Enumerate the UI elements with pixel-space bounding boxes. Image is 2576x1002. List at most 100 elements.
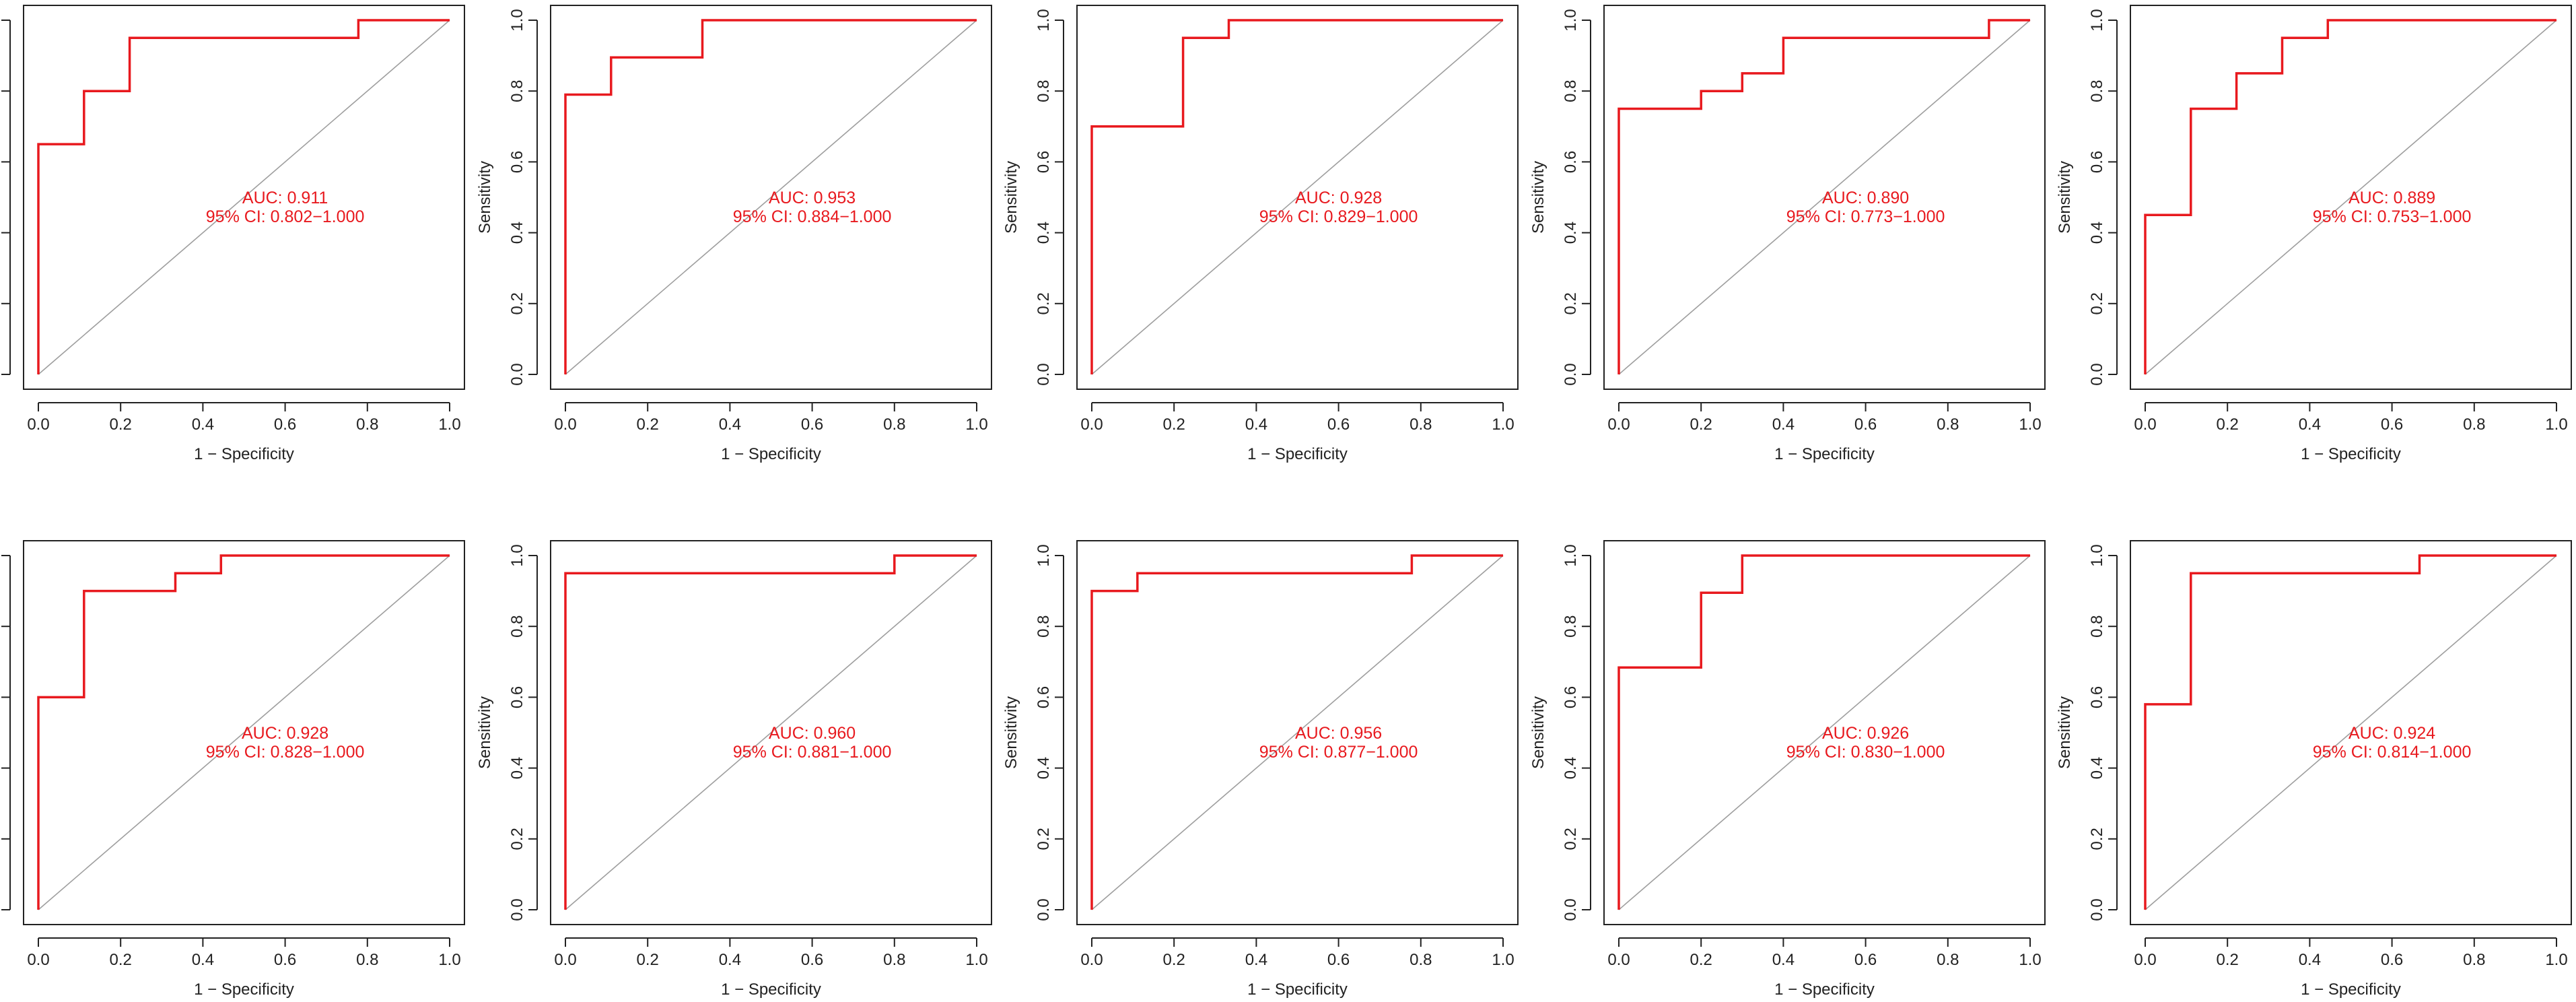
x-tick-label: 0.0 bbox=[27, 415, 49, 434]
x-tick-label: 0.8 bbox=[1937, 951, 1959, 969]
x-tick-label: 0.4 bbox=[192, 415, 214, 434]
y-tick-label: 0.2 bbox=[508, 828, 526, 850]
roc-panel-1: 0.00.20.40.60.81.01 − Specificity0.00.20… bbox=[1, 5, 465, 463]
x-tick-label: 1.0 bbox=[2545, 415, 2567, 434]
x-tick-label: 0.6 bbox=[801, 415, 823, 434]
roc-panel-4: 0.0 0.2 0.4 0.6 0.8 1.0 1 − Specificity 0.0 0.2 0… bbox=[1529, 5, 2046, 463]
y-tick-label: 0.4 bbox=[1035, 222, 1053, 244]
auc-confidence-interval: 95% CI: 0.814−1.000 bbox=[2313, 743, 2472, 762]
y-tick-label: 0.2 bbox=[1562, 828, 1580, 850]
plot-frame bbox=[1603, 5, 2046, 390]
x-tick-label: 0.6 bbox=[1854, 415, 1877, 434]
x-tick-label: 0.0 bbox=[1607, 951, 1630, 969]
y-tick-label: 0.6 bbox=[508, 151, 526, 173]
roc-curve bbox=[2144, 19, 2556, 374]
roc-panel-6: 0.00.20.40.60.81.01 − Specificity0.00.20… bbox=[1, 540, 465, 999]
roc-curve bbox=[564, 554, 977, 910]
x-tick-label: 0.0 bbox=[1607, 415, 1630, 434]
y-tick-label: 0.8 bbox=[1562, 80, 1580, 102]
roc-curve bbox=[1090, 19, 1503, 374]
diagonal-reference-line bbox=[565, 555, 977, 910]
y-tick-label: 0.8 bbox=[1035, 615, 1053, 638]
y-axis-label: Sensitivity bbox=[2056, 161, 2074, 234]
y-tick-label: 0.4 bbox=[508, 222, 526, 244]
x-tick-label: 0.8 bbox=[1409, 951, 1432, 969]
y-tick-label: 0.2 bbox=[2088, 292, 2106, 314]
roc-curve bbox=[564, 19, 977, 374]
x-tick-label: 0.8 bbox=[356, 951, 378, 969]
x-axis-label: 1 − Specificity bbox=[2301, 980, 2401, 999]
y-tick-label: 0.4 bbox=[1035, 757, 1053, 779]
x-tick-label: 0.8 bbox=[1409, 415, 1432, 434]
y-tick-label: 0.2 bbox=[1035, 828, 1053, 850]
x-tick-label: 0.2 bbox=[637, 415, 659, 434]
y-tick-label: 0.0 bbox=[2088, 898, 2106, 921]
auc-value: AUC: 0.890 bbox=[1822, 189, 1909, 207]
x-tick-label: 0.0 bbox=[2134, 415, 2156, 434]
roc-panel-8: 0.0 0.2 0.4 0.6 0.8 1.0 1 − Specificity 0.0 0.2 0… bbox=[1002, 540, 1519, 999]
y-tick-label: 1.0 bbox=[2088, 9, 2106, 31]
y-tick-label: 0.8 bbox=[2088, 615, 2106, 638]
y-tick-label: 0.0 bbox=[508, 898, 526, 921]
x-tick-label: 0.2 bbox=[2217, 415, 2239, 434]
plot-frame bbox=[550, 5, 992, 390]
y-tick-label: 0.8 bbox=[508, 80, 526, 102]
x-tick-label: 0.0 bbox=[1080, 951, 1103, 969]
diagonal-reference-line bbox=[2145, 20, 2557, 375]
y-tick-label: 1.0 bbox=[508, 9, 526, 31]
plot-frame bbox=[1076, 540, 1519, 925]
x-axis-label: 1 − Specificity bbox=[1774, 980, 1875, 999]
y-tick-label: 0.6 bbox=[508, 686, 526, 708]
y-tick-label: 1.0 bbox=[2088, 544, 2106, 566]
x-axis-label: 1 − Specificity bbox=[721, 445, 821, 463]
x-tick-label: 0.8 bbox=[1937, 415, 1959, 434]
x-tick-label: 0.4 bbox=[719, 415, 741, 434]
y-tick-label: 0.2 bbox=[1035, 292, 1053, 314]
roc-curve bbox=[1090, 554, 1503, 910]
x-tick-label: 0.6 bbox=[274, 415, 296, 434]
diagonal-reference-line bbox=[1618, 20, 2031, 375]
y-tick-label: 0.6 bbox=[1562, 151, 1580, 173]
roc-panel-3: 0.0 0.2 0.4 0.6 0.8 1.0 1 − Specificity 0.0 0.2 0… bbox=[1002, 5, 1519, 463]
y-tick-label: 0.0 bbox=[1562, 898, 1580, 921]
x-tick-label: 0.0 bbox=[27, 951, 49, 969]
x-axis-label: 1 − Specificity bbox=[1247, 980, 1348, 999]
y-tick-label: 0.2 bbox=[1562, 292, 1580, 314]
auc-value: AUC: 0.911 bbox=[242, 189, 328, 207]
roc-panel-9: 0.0 0.2 0.4 0.6 0.8 1.0 1 − Specificity 0.0 0.2 0… bbox=[1529, 540, 2046, 999]
x-tick-label: 1.0 bbox=[965, 951, 987, 969]
x-tick-label: 1.0 bbox=[2019, 415, 2041, 434]
x-tick-label: 0.0 bbox=[554, 415, 576, 434]
y-tick-label: 0.6 bbox=[1035, 151, 1053, 173]
x-tick-label: 0.4 bbox=[2299, 951, 2321, 969]
y-axis-label: Sensitivity bbox=[476, 696, 494, 769]
x-tick-label: 0.6 bbox=[2381, 951, 2403, 969]
auc-confidence-interval: 95% CI: 0.773−1.000 bbox=[1786, 207, 1945, 226]
plot-frame bbox=[23, 540, 465, 925]
x-tick-label: 0.2 bbox=[1163, 415, 1185, 434]
x-tick-label: 0.4 bbox=[2299, 415, 2321, 434]
x-tick-label: 0.0 bbox=[1080, 415, 1103, 434]
x-tick-label: 0.6 bbox=[274, 951, 296, 969]
auc-confidence-interval: 95% CI: 0.829−1.000 bbox=[1259, 207, 1418, 226]
plot-frame bbox=[2130, 5, 2572, 390]
y-tick-label: 0.4 bbox=[2088, 757, 2106, 779]
plot-frame bbox=[1076, 5, 1519, 390]
diagonal-reference-line bbox=[2145, 555, 2557, 910]
roc-curve bbox=[1617, 19, 2030, 374]
x-tick-label: 0.4 bbox=[1772, 951, 1795, 969]
x-tick-label: 0.2 bbox=[2217, 951, 2239, 969]
x-tick-label: 0.6 bbox=[1854, 951, 1877, 969]
x-tick-label: 1.0 bbox=[1492, 415, 1514, 434]
x-tick-label: 0.0 bbox=[554, 951, 576, 969]
x-tick-label: 0.0 bbox=[2134, 951, 2156, 969]
x-tick-label: 0.2 bbox=[1163, 951, 1185, 969]
y-tick-label: 0.4 bbox=[2088, 222, 2106, 244]
y-tick-label: 0.6 bbox=[1562, 686, 1580, 708]
auc-confidence-interval: 95% CI: 0.828−1.000 bbox=[206, 743, 365, 762]
roc-panel-7: 0.0 0.2 0.4 0.6 0.8 1.0 1 − Specificity 0.0 0.2 0… bbox=[476, 540, 992, 999]
x-tick-label: 0.6 bbox=[2381, 415, 2403, 434]
y-tick-label: 1.0 bbox=[1035, 9, 1053, 31]
auc-value: AUC: 0.956 bbox=[1295, 724, 1382, 743]
